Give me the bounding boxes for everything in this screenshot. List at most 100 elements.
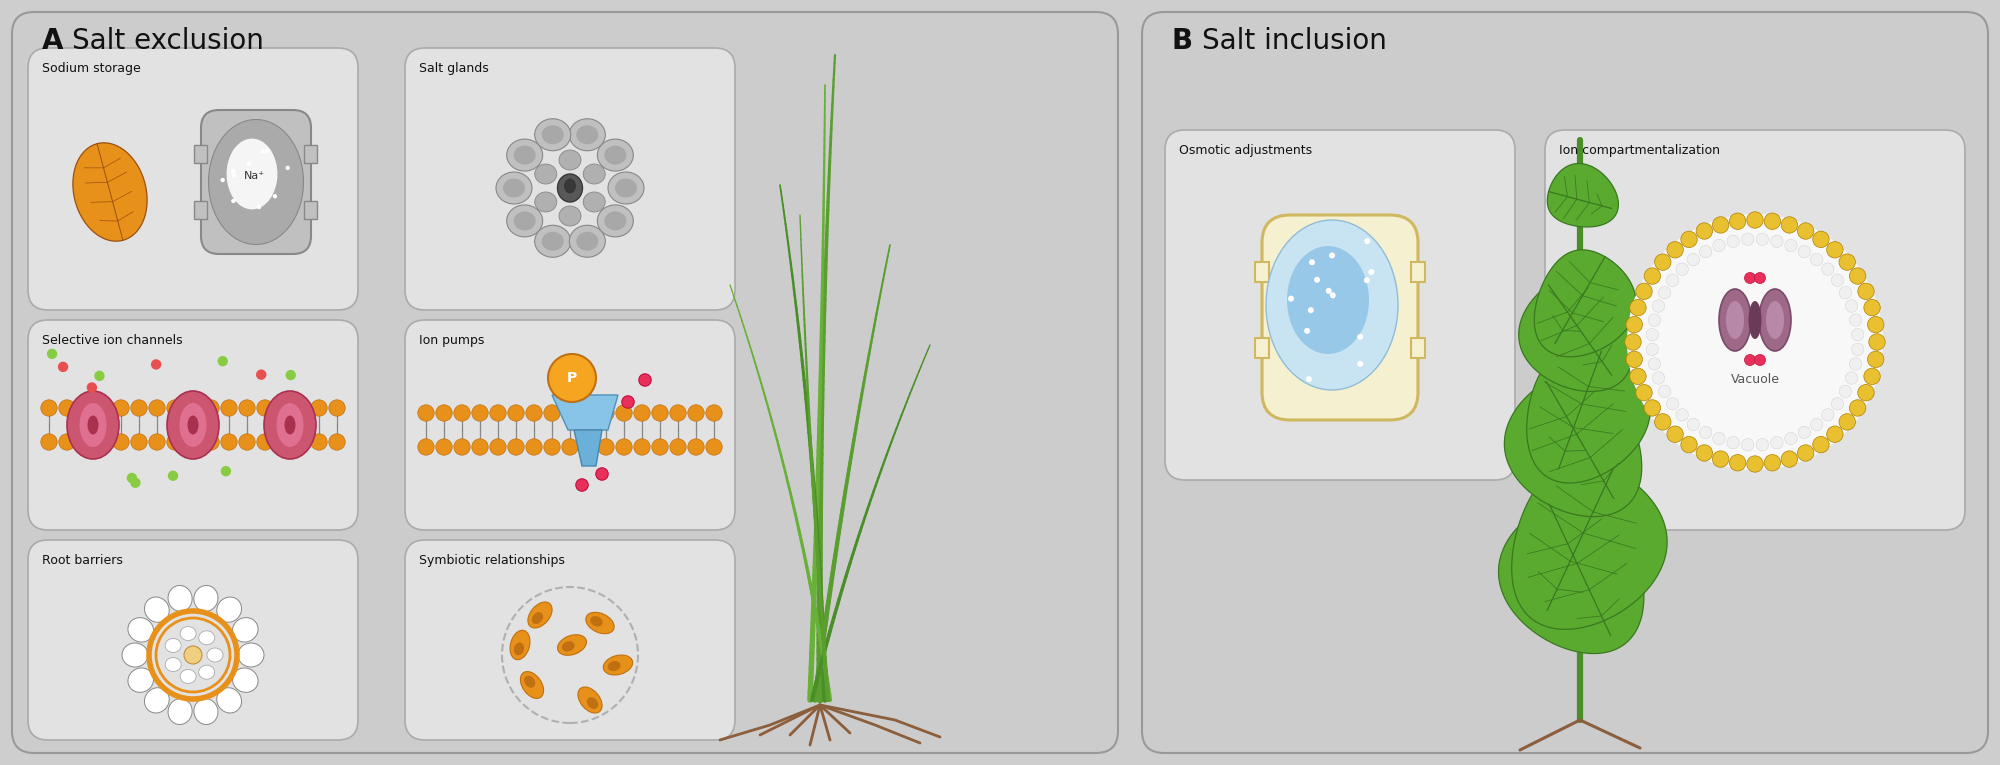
Circle shape [688, 439, 704, 455]
Ellipse shape [226, 138, 278, 210]
Circle shape [490, 439, 506, 455]
Ellipse shape [80, 403, 106, 447]
Ellipse shape [576, 232, 598, 251]
Ellipse shape [604, 145, 626, 164]
Polygon shape [1534, 250, 1636, 356]
Text: B: B [1172, 27, 1194, 55]
Circle shape [596, 468, 608, 480]
Circle shape [1688, 253, 1700, 265]
Ellipse shape [608, 172, 644, 204]
Circle shape [168, 470, 178, 481]
Ellipse shape [532, 612, 544, 624]
Circle shape [598, 405, 614, 422]
Circle shape [94, 371, 104, 381]
Text: Vacuole: Vacuole [1730, 373, 1780, 386]
Bar [194, 201, 208, 219]
Circle shape [40, 400, 58, 416]
Ellipse shape [558, 174, 582, 202]
Polygon shape [1498, 497, 1644, 653]
Circle shape [1756, 233, 1768, 246]
Circle shape [562, 439, 578, 455]
Circle shape [1726, 437, 1740, 449]
Circle shape [1636, 385, 1652, 401]
Circle shape [670, 439, 686, 455]
Circle shape [260, 149, 266, 153]
Polygon shape [1526, 347, 1650, 483]
Text: Salt inclusion: Salt inclusion [1202, 27, 1386, 55]
Ellipse shape [144, 688, 170, 713]
Ellipse shape [276, 403, 304, 447]
Circle shape [1812, 437, 1830, 453]
Ellipse shape [1266, 220, 1398, 390]
Ellipse shape [232, 617, 258, 642]
Ellipse shape [128, 668, 154, 692]
Ellipse shape [506, 139, 542, 171]
Circle shape [1746, 212, 1764, 228]
FancyBboxPatch shape [1142, 12, 1988, 753]
Ellipse shape [586, 612, 614, 633]
Circle shape [1798, 246, 1810, 258]
Circle shape [598, 439, 614, 455]
Circle shape [1746, 456, 1764, 472]
Ellipse shape [506, 205, 542, 237]
Text: A: A [42, 27, 64, 55]
Circle shape [544, 405, 560, 422]
Circle shape [1852, 343, 1864, 356]
Circle shape [286, 369, 296, 380]
Polygon shape [574, 430, 602, 466]
Text: Na⁺: Na⁺ [244, 171, 264, 181]
Ellipse shape [514, 643, 524, 656]
Circle shape [576, 479, 588, 491]
Polygon shape [1518, 275, 1632, 392]
Circle shape [1864, 368, 1880, 385]
Ellipse shape [194, 585, 218, 611]
FancyBboxPatch shape [28, 540, 358, 740]
Circle shape [328, 434, 346, 450]
Ellipse shape [238, 643, 264, 667]
Circle shape [1850, 400, 1866, 416]
Circle shape [454, 439, 470, 455]
Circle shape [232, 199, 236, 203]
Ellipse shape [168, 391, 220, 459]
Circle shape [418, 439, 434, 455]
Circle shape [1742, 438, 1754, 451]
Circle shape [1712, 216, 1728, 233]
Circle shape [1314, 277, 1320, 283]
Circle shape [220, 434, 238, 450]
Circle shape [1868, 317, 1884, 333]
Circle shape [1764, 454, 1780, 471]
Circle shape [1810, 253, 1822, 265]
Ellipse shape [558, 150, 580, 170]
Circle shape [256, 205, 262, 209]
Circle shape [1822, 409, 1834, 421]
Circle shape [634, 439, 650, 455]
Circle shape [1832, 274, 1844, 286]
Circle shape [580, 405, 596, 422]
FancyBboxPatch shape [404, 320, 736, 530]
FancyBboxPatch shape [404, 540, 736, 740]
Circle shape [1864, 299, 1880, 316]
Circle shape [1636, 283, 1652, 300]
Ellipse shape [1748, 301, 1762, 339]
Ellipse shape [510, 630, 530, 659]
Circle shape [220, 177, 224, 182]
Circle shape [706, 405, 722, 422]
Circle shape [1630, 299, 1646, 316]
Ellipse shape [194, 698, 218, 724]
Ellipse shape [570, 119, 606, 151]
Ellipse shape [604, 211, 626, 230]
Ellipse shape [88, 415, 98, 435]
Text: Symbiotic relationships: Symbiotic relationships [418, 554, 564, 567]
Circle shape [436, 405, 452, 422]
Circle shape [166, 400, 184, 416]
Circle shape [1826, 426, 1844, 442]
Text: Sodium storage: Sodium storage [42, 62, 140, 75]
Ellipse shape [524, 675, 536, 688]
Ellipse shape [534, 192, 556, 212]
Circle shape [1666, 398, 1678, 410]
Text: P: P [566, 371, 578, 385]
Circle shape [310, 434, 328, 450]
Circle shape [562, 405, 578, 422]
Circle shape [1330, 252, 1336, 259]
Ellipse shape [496, 172, 532, 204]
